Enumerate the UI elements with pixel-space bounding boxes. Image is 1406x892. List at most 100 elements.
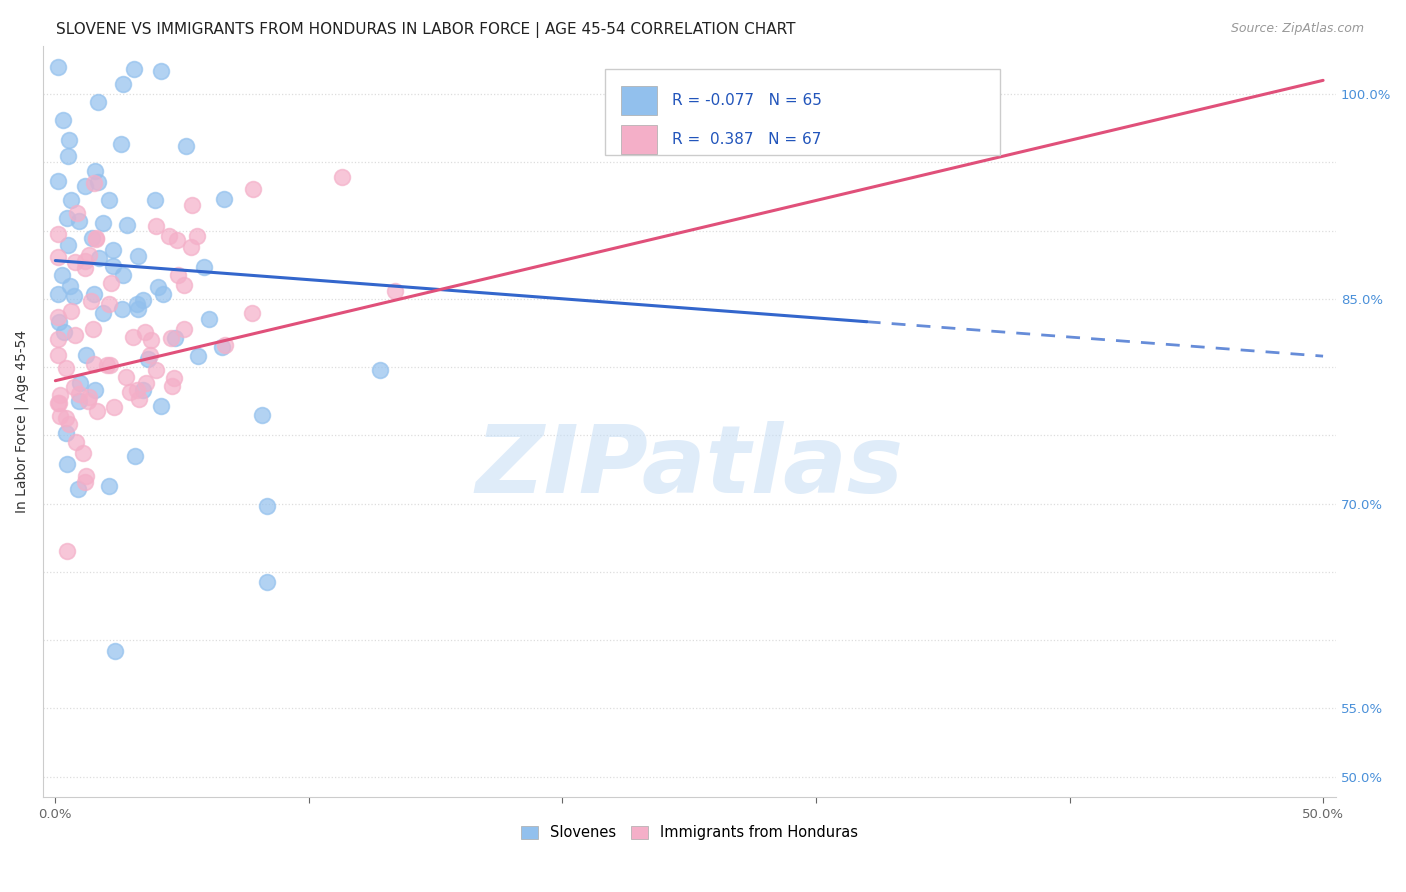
Point bbox=[83, 357, 105, 371]
Point bbox=[141, 333, 163, 347]
Point bbox=[91, 216, 114, 230]
Point bbox=[211, 340, 233, 354]
Point bbox=[80, 231, 103, 245]
Point bbox=[128, 392, 150, 406]
Point bbox=[112, 268, 135, 283]
Point bbox=[73, 261, 96, 276]
Point bbox=[63, 254, 86, 268]
Point bbox=[67, 387, 90, 401]
Point bbox=[368, 363, 391, 377]
Point bbox=[83, 286, 105, 301]
Point bbox=[157, 228, 180, 243]
Point bbox=[111, 302, 134, 317]
Point bbox=[67, 393, 90, 408]
Point bbox=[146, 280, 169, 294]
Point bbox=[121, 329, 143, 343]
Point bbox=[46, 348, 69, 362]
Point bbox=[120, 384, 142, 399]
Point bbox=[86, 404, 108, 418]
Point bbox=[149, 399, 172, 413]
Point bbox=[214, 338, 236, 352]
Point bbox=[180, 198, 202, 212]
Point bbox=[69, 376, 91, 390]
Point bbox=[62, 380, 84, 394]
Point bbox=[163, 331, 186, 345]
Point bbox=[127, 384, 149, 398]
Legend: Slovenes, Immigrants from Honduras: Slovenes, Immigrants from Honduras bbox=[515, 820, 863, 847]
Point bbox=[163, 371, 186, 385]
Point bbox=[131, 384, 153, 398]
Point bbox=[250, 408, 273, 422]
Point bbox=[180, 240, 202, 254]
Text: R =  0.387   N = 67: R = 0.387 N = 67 bbox=[672, 132, 821, 147]
Point bbox=[256, 575, 278, 590]
Point bbox=[63, 289, 86, 303]
Point bbox=[125, 297, 148, 311]
Point bbox=[186, 229, 208, 244]
Point bbox=[242, 182, 264, 196]
Point bbox=[87, 95, 110, 109]
Text: SLOVENE VS IMMIGRANTS FROM HONDURAS IN LABOR FORCE | AGE 45-54 CORRELATION CHART: SLOVENE VS IMMIGRANTS FROM HONDURAS IN L… bbox=[56, 22, 796, 38]
Point bbox=[100, 276, 122, 290]
Point bbox=[101, 259, 124, 273]
Point bbox=[187, 349, 209, 363]
Point bbox=[46, 60, 69, 74]
Point bbox=[256, 499, 278, 513]
Point bbox=[46, 287, 69, 301]
Point bbox=[101, 244, 124, 258]
Point bbox=[46, 396, 69, 410]
Point bbox=[48, 388, 70, 402]
Point bbox=[384, 284, 406, 298]
Point bbox=[65, 434, 87, 449]
Point bbox=[111, 78, 134, 92]
Point bbox=[173, 278, 195, 293]
Point bbox=[127, 249, 149, 263]
FancyBboxPatch shape bbox=[620, 125, 657, 153]
Point bbox=[69, 214, 91, 228]
Point bbox=[124, 449, 146, 463]
Point bbox=[46, 332, 69, 346]
Point bbox=[77, 390, 100, 404]
Point bbox=[72, 446, 94, 460]
Point bbox=[84, 231, 107, 245]
Text: ZIPatlas: ZIPatlas bbox=[475, 421, 903, 513]
Point bbox=[56, 543, 79, 558]
Point bbox=[56, 211, 79, 225]
Point bbox=[84, 232, 107, 246]
Point bbox=[52, 325, 75, 339]
Point bbox=[143, 194, 166, 208]
Point bbox=[56, 149, 79, 163]
Point bbox=[66, 205, 89, 219]
Point bbox=[77, 247, 100, 261]
Point bbox=[332, 170, 354, 185]
Point bbox=[84, 383, 107, 397]
Point bbox=[75, 179, 97, 194]
Point bbox=[87, 174, 110, 188]
Point bbox=[46, 310, 69, 325]
Point bbox=[59, 279, 82, 293]
Point bbox=[58, 237, 80, 252]
Point bbox=[60, 193, 83, 207]
Point bbox=[160, 331, 183, 345]
Point bbox=[166, 233, 188, 247]
Point bbox=[193, 260, 215, 275]
Point bbox=[166, 268, 188, 282]
Point bbox=[160, 378, 183, 392]
Point bbox=[240, 306, 263, 320]
Point bbox=[75, 469, 97, 483]
Point bbox=[97, 297, 120, 311]
Point bbox=[93, 306, 115, 320]
Point bbox=[197, 312, 219, 326]
Point bbox=[97, 194, 120, 208]
Point bbox=[55, 411, 77, 425]
Point bbox=[80, 293, 103, 308]
Text: Source: ZipAtlas.com: Source: ZipAtlas.com bbox=[1230, 22, 1364, 36]
Point bbox=[75, 475, 97, 490]
Point bbox=[46, 174, 69, 188]
Point bbox=[84, 164, 107, 178]
FancyBboxPatch shape bbox=[620, 87, 657, 115]
Point bbox=[58, 133, 80, 147]
Point bbox=[135, 376, 157, 390]
Point bbox=[103, 400, 125, 414]
Point bbox=[145, 219, 167, 233]
